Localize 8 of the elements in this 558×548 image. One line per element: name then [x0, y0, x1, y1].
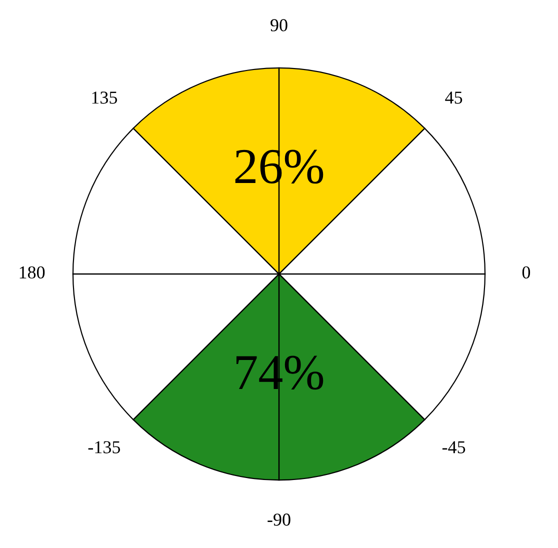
text: 135	[92, 92, 118, 104]
text: 180	[20, 266, 45, 279]
text: 0	[522, 266, 530, 279]
text: 90	[270, 19, 288, 32]
text: -135	[88, 441, 120, 454]
text: 45	[445, 92, 462, 104]
text: -90	[268, 514, 290, 526]
text: -45	[442, 441, 466, 454]
